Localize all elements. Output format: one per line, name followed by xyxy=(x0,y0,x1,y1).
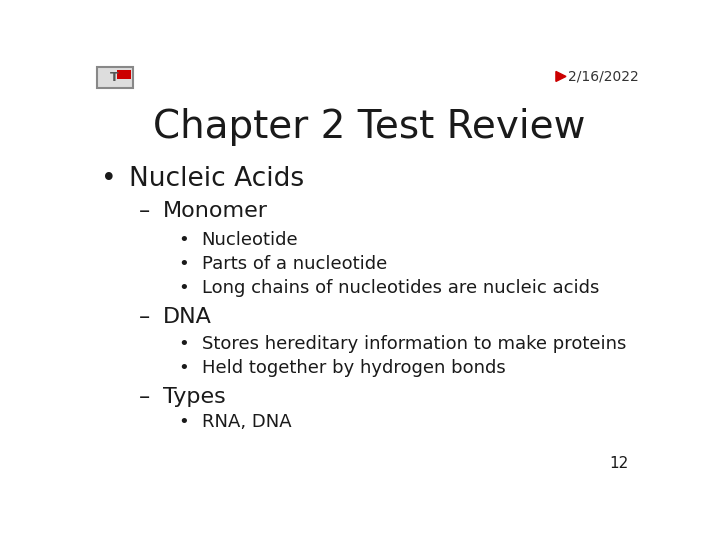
Text: •: • xyxy=(179,231,189,249)
Text: –: – xyxy=(139,201,150,221)
Text: •: • xyxy=(179,279,189,296)
Text: •: • xyxy=(179,414,189,431)
FancyBboxPatch shape xyxy=(117,70,131,79)
Text: Long chains of nucleotides are nucleic acids: Long chains of nucleotides are nucleic a… xyxy=(202,279,599,296)
Text: –: – xyxy=(139,307,150,327)
Text: Nucleic Acids: Nucleic Acids xyxy=(129,166,304,192)
Text: Stores hereditary information to make proteins: Stores hereditary information to make pr… xyxy=(202,335,626,353)
Text: Monomer: Monomer xyxy=(163,201,268,221)
Text: 12: 12 xyxy=(609,456,629,471)
Text: –: – xyxy=(139,387,150,408)
Text: •: • xyxy=(179,359,189,377)
Text: RNA, DNA: RNA, DNA xyxy=(202,414,291,431)
Text: Chapter 2 Test Review: Chapter 2 Test Review xyxy=(153,109,585,146)
Text: Held together by hydrogen bonds: Held together by hydrogen bonds xyxy=(202,359,505,377)
Text: T: T xyxy=(110,71,119,84)
Text: •: • xyxy=(179,255,189,273)
Text: •: • xyxy=(101,166,117,192)
FancyBboxPatch shape xyxy=(96,67,133,87)
Polygon shape xyxy=(556,71,566,82)
Text: Types: Types xyxy=(163,387,225,408)
Text: •: • xyxy=(179,335,189,353)
Text: DNA: DNA xyxy=(163,307,212,327)
Text: 2/16/2022: 2/16/2022 xyxy=(568,70,639,84)
Text: Nucleotide: Nucleotide xyxy=(202,231,298,249)
Text: Parts of a nucleotide: Parts of a nucleotide xyxy=(202,255,387,273)
